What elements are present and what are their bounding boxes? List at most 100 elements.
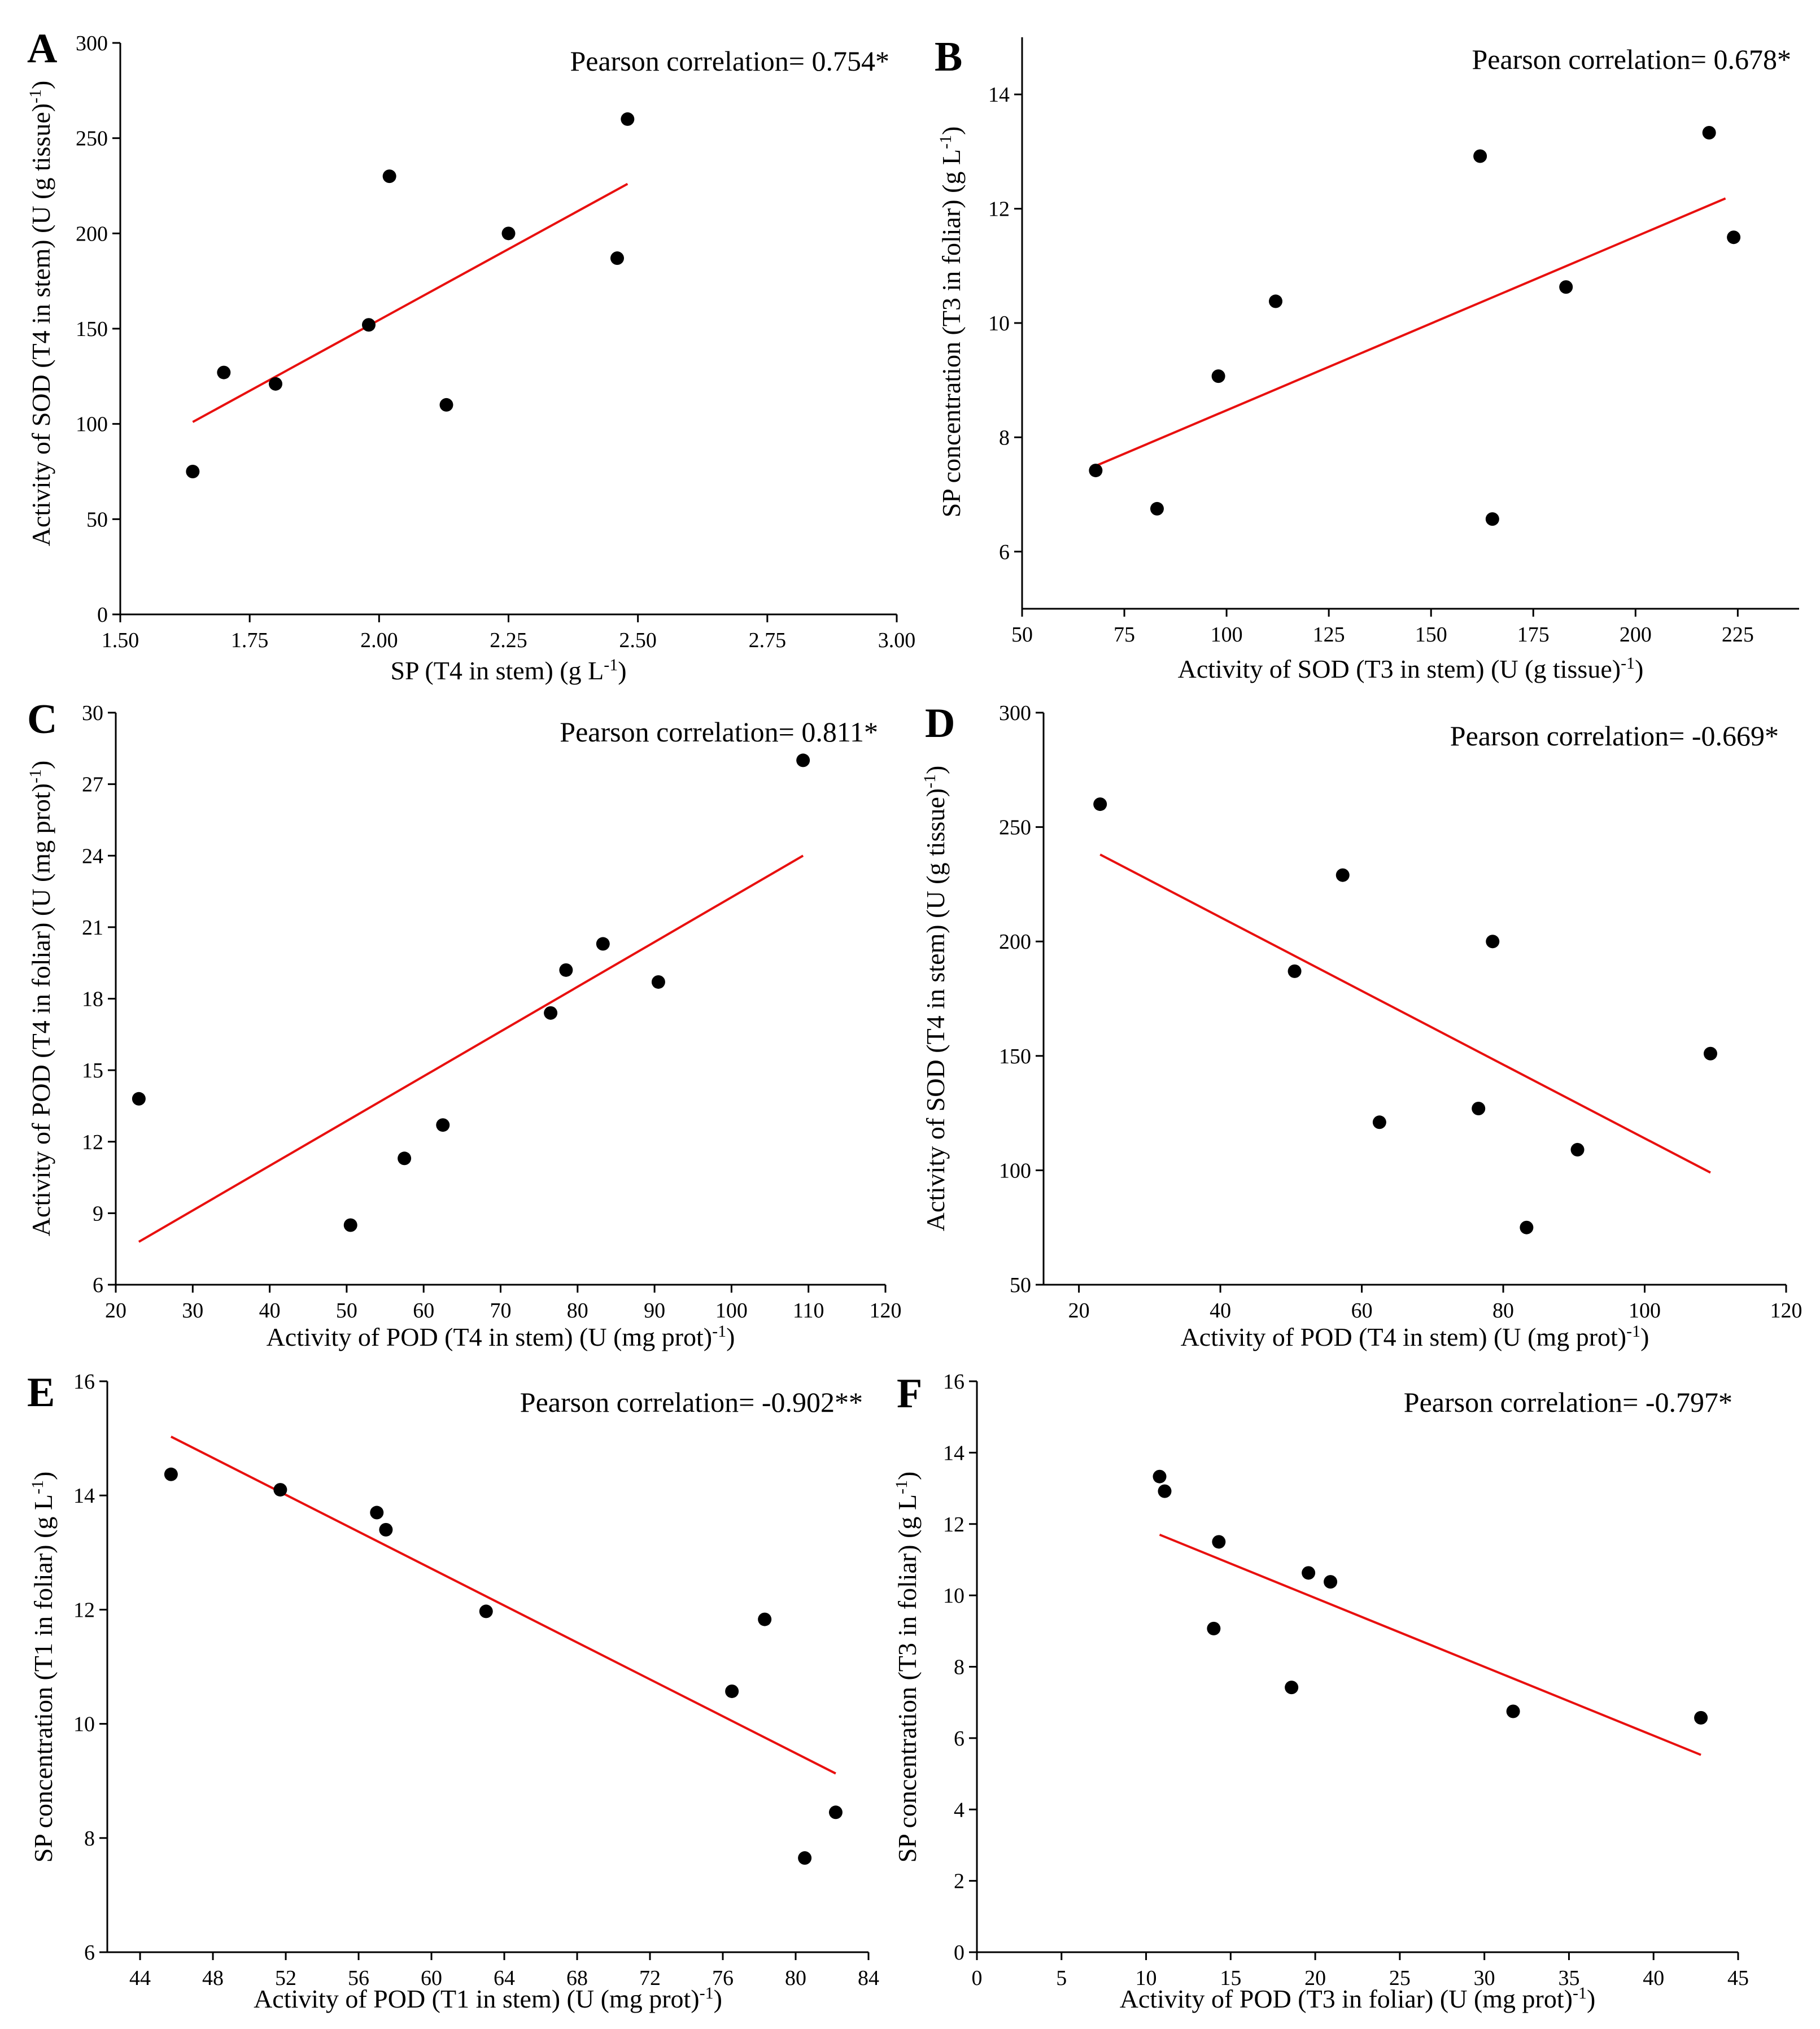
- data-point: [1703, 1046, 1717, 1061]
- data-point: [544, 1006, 558, 1020]
- x-tick-label: 3.00: [878, 629, 916, 652]
- data-point: [621, 112, 635, 126]
- data-point: [1093, 797, 1107, 811]
- x-tick-label: 35: [1558, 1966, 1579, 1990]
- y-tick-label: 0: [954, 1941, 964, 1965]
- y-tick-label: 18: [82, 988, 103, 1011]
- x-tick-label: 10: [1136, 1966, 1157, 1990]
- x-tick-label: 0: [972, 1966, 983, 1990]
- data-point: [1486, 935, 1500, 949]
- x-tick-label: 2.75: [749, 629, 787, 652]
- x-tick-label: 2.25: [490, 629, 527, 652]
- data-point: [379, 1522, 393, 1537]
- y-tick-label: 4: [954, 1798, 964, 1822]
- data-point: [1153, 1469, 1167, 1483]
- pearson-annotation: Pearson correlation= -0.669*: [1450, 720, 1779, 752]
- data-point: [269, 377, 282, 391]
- x-tick-label: 44: [129, 1966, 151, 1990]
- data-point: [725, 1684, 739, 1698]
- x-tick-label: 75: [1114, 623, 1135, 647]
- x-tick-label: 225: [1722, 623, 1754, 647]
- x-tick-label: 100: [1629, 1299, 1661, 1323]
- data-point: [370, 1506, 384, 1520]
- data-point: [1302, 1566, 1316, 1580]
- data-point: [651, 975, 665, 989]
- y-axis-label: SP concentration (T3 in foliar) (g L-1): [936, 126, 966, 518]
- y-tick-label: 12: [943, 1513, 964, 1537]
- x-tick-label: 50: [1011, 623, 1033, 647]
- y-tick-label: 27: [82, 773, 103, 797]
- y-tick-label: 30: [82, 701, 103, 725]
- data-point: [1472, 1101, 1486, 1115]
- panel-a: 1.50 1.75 2.00 2.25 2.50 2.75 3.00 0 50 100 150 200…: [26, 25, 916, 685]
- y-axis-label: Activity of SOD (T4 in stem) (U (g tissu…: [920, 766, 950, 1232]
- regression-line: [1099, 853, 1711, 1174]
- panel-letter: E: [27, 1369, 55, 1416]
- data-point: [1520, 1220, 1534, 1234]
- data-point: [758, 1612, 772, 1626]
- regression-line: [192, 182, 629, 424]
- y-tick-label: 250: [76, 127, 108, 151]
- data-point: [828, 1805, 843, 1819]
- data-point: [1473, 149, 1487, 163]
- x-tick-label: 175: [1517, 623, 1550, 647]
- data-point: [1694, 1711, 1708, 1725]
- data-point: [1158, 1484, 1172, 1498]
- y-tick-label: 12: [82, 1131, 103, 1154]
- x-tick-label: 68: [566, 1966, 588, 1990]
- y-tick-label: 10: [988, 312, 1010, 335]
- data-point: [398, 1151, 412, 1166]
- panel-letter: F: [897, 1371, 922, 1417]
- data-point: [1269, 294, 1283, 308]
- regression-line: [138, 854, 804, 1243]
- x-tick-label: 64: [494, 1966, 515, 1990]
- y-tick-label: 14: [943, 1441, 964, 1465]
- y-tick-label: 150: [999, 1045, 1031, 1068]
- y-tick-label: 150: [76, 317, 108, 341]
- data-point: [1211, 369, 1225, 383]
- x-tick-label: 20: [105, 1299, 126, 1323]
- pearson-annotation: Pearson correlation= 0.754*: [570, 45, 889, 77]
- x-tick-label: 15: [1220, 1966, 1241, 1990]
- x-tick-label: 2.50: [619, 629, 657, 652]
- pearson-annotation: Pearson correlation= 0.811*: [560, 716, 878, 748]
- data-point: [559, 963, 573, 977]
- x-tick-label: 100: [1211, 623, 1243, 647]
- data-point: [1559, 280, 1573, 294]
- y-tick-label: 10: [73, 1713, 95, 1736]
- panel-c: 20 30 40 50 60 70 80 90 100 110 120 6 9 12 15 18 21 24 27 3…: [26, 696, 902, 1351]
- data-point: [273, 1483, 287, 1497]
- data-point: [1335, 868, 1350, 882]
- data-point: [1372, 1115, 1386, 1129]
- y-tick-label: 300: [76, 32, 108, 55]
- x-tick-label: 52: [275, 1966, 296, 1990]
- y-tick-label: 12: [988, 198, 1010, 221]
- data-point: [362, 318, 376, 332]
- x-tick-label: 125: [1313, 623, 1345, 647]
- x-tick-label: 84: [858, 1966, 879, 1990]
- x-tick-label: 100: [715, 1299, 748, 1323]
- y-axis-label: SP concentration (T1 in foliar) (g L-1): [28, 1472, 58, 1863]
- regression-line: [1095, 197, 1726, 467]
- data-point: [1324, 1575, 1338, 1589]
- data-point: [439, 398, 453, 412]
- x-tick-label: 80: [1492, 1299, 1514, 1323]
- panel-d: 20 40 60 80 100 120 50 100 150 200 250 300 Pearson c…: [920, 700, 1802, 1351]
- x-tick-label: 60: [421, 1966, 442, 1990]
- y-tick-label: 100: [76, 413, 108, 437]
- data-point: [1727, 230, 1741, 245]
- x-tick-label: 40: [1643, 1966, 1664, 1990]
- panel-letter: A: [27, 25, 57, 72]
- x-axis-label: SP (T4 in stem) (g L-1): [390, 656, 626, 686]
- y-axis-label: SP concentration (T3 in foliar) (g L-1): [892, 1472, 922, 1863]
- x-axis-label: Activity of SOD (T3 in stem) (U (g tissu…: [1178, 654, 1644, 684]
- x-tick-label: 72: [639, 1966, 661, 1990]
- x-tick-label: 1.75: [231, 629, 269, 652]
- y-tick-label: 21: [82, 916, 103, 940]
- y-tick-label: 14: [73, 1484, 95, 1508]
- y-tick-label: 6: [93, 1273, 103, 1297]
- y-tick-label: 50: [86, 508, 108, 531]
- y-tick-label: 12: [73, 1598, 95, 1622]
- data-point: [164, 1467, 178, 1481]
- x-tick-label: 60: [413, 1299, 434, 1323]
